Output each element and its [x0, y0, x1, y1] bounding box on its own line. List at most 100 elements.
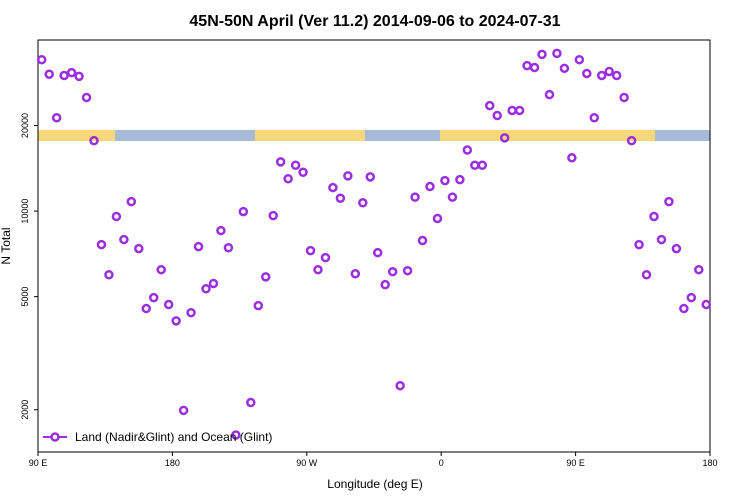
- point: [59, 70, 69, 81]
- point: [275, 157, 286, 167]
- point: [470, 160, 480, 170]
- point: [171, 316, 181, 326]
- point: [141, 303, 152, 314]
- x-tick-label: 180: [165, 458, 180, 468]
- point: [589, 113, 600, 123]
- point: [641, 270, 652, 280]
- legend-marker: [50, 432, 60, 442]
- y-axis-label: N Total: [0, 227, 13, 264]
- point: [81, 92, 92, 103]
- point: [507, 105, 517, 116]
- point: [358, 197, 368, 208]
- point: [567, 153, 577, 163]
- point: [298, 167, 308, 177]
- point: [223, 243, 234, 253]
- point: [425, 181, 435, 192]
- point: [387, 266, 398, 277]
- point: [656, 234, 667, 245]
- point: [51, 113, 62, 123]
- point: [679, 303, 689, 314]
- point: [36, 54, 47, 65]
- point: [365, 172, 376, 182]
- plot-frame: [37, 39, 711, 453]
- point: [156, 264, 166, 275]
- y-tick-label: 5000: [20, 287, 30, 307]
- point: [320, 252, 331, 263]
- point: [96, 239, 107, 250]
- point: [208, 278, 219, 289]
- point: [350, 268, 361, 279]
- point: [611, 70, 622, 81]
- point: [283, 173, 293, 184]
- point: [328, 182, 338, 193]
- point: [417, 235, 428, 246]
- y-tick-label: 2000: [20, 400, 30, 420]
- point: [148, 292, 159, 303]
- y-tick-label: 20000: [20, 113, 30, 138]
- point: [66, 67, 77, 78]
- point: [537, 49, 547, 60]
- point: [74, 71, 84, 82]
- x-tick-label: 0: [439, 458, 444, 468]
- point: [126, 196, 137, 207]
- point: [686, 292, 697, 303]
- y-tick-label: 10000: [20, 199, 30, 224]
- point: [544, 89, 555, 100]
- point: [484, 100, 495, 111]
- point: [619, 92, 629, 103]
- point: [290, 160, 301, 170]
- legend: Land (Nadir&Glint) and Ocean (Glint): [43, 430, 272, 444]
- point: [268, 210, 278, 221]
- point: [410, 192, 420, 202]
- point: [395, 380, 405, 391]
- point: [499, 133, 510, 143]
- ocean-band: [365, 130, 440, 141]
- point: [305, 245, 316, 256]
- point: [582, 68, 592, 79]
- point: [552, 48, 562, 59]
- point: [186, 307, 196, 318]
- point: [163, 299, 174, 310]
- point: [104, 270, 114, 280]
- point: [89, 135, 99, 146]
- point: [313, 264, 323, 275]
- point: [111, 211, 122, 222]
- point: [44, 69, 54, 80]
- point: [201, 284, 211, 294]
- point: [402, 265, 413, 276]
- point: [246, 397, 256, 408]
- point: [455, 174, 465, 185]
- point: [574, 54, 585, 65]
- point: [231, 430, 241, 440]
- legend-label: Land (Nadir&Glint) and Ocean (Glint): [75, 430, 272, 444]
- point: [626, 135, 637, 146]
- x-tick-label: 180: [702, 458, 717, 468]
- point: [253, 300, 264, 311]
- point: [216, 225, 226, 236]
- point: [529, 62, 540, 73]
- point: [372, 247, 383, 258]
- point: [604, 66, 614, 77]
- point: [649, 211, 659, 222]
- point: [492, 110, 502, 121]
- x-tick-label: 90 E: [566, 458, 585, 468]
- point: [343, 171, 353, 181]
- point: [694, 264, 704, 275]
- point: [238, 206, 249, 217]
- chart-title: 45N-50N April (Ver 11.2) 2014-09-06 to 2…: [189, 13, 560, 30]
- point: [119, 234, 129, 245]
- point: [522, 60, 532, 71]
- x-tick-label: 90 W: [296, 458, 318, 468]
- point: [380, 279, 390, 290]
- point: [596, 70, 607, 81]
- map-band: [38, 130, 710, 141]
- point: [634, 239, 644, 250]
- point: [462, 145, 473, 155]
- x-tick-label: 90 E: [29, 458, 48, 468]
- point: [260, 272, 271, 282]
- point: [477, 160, 488, 170]
- point: [335, 193, 346, 203]
- point: [440, 175, 450, 186]
